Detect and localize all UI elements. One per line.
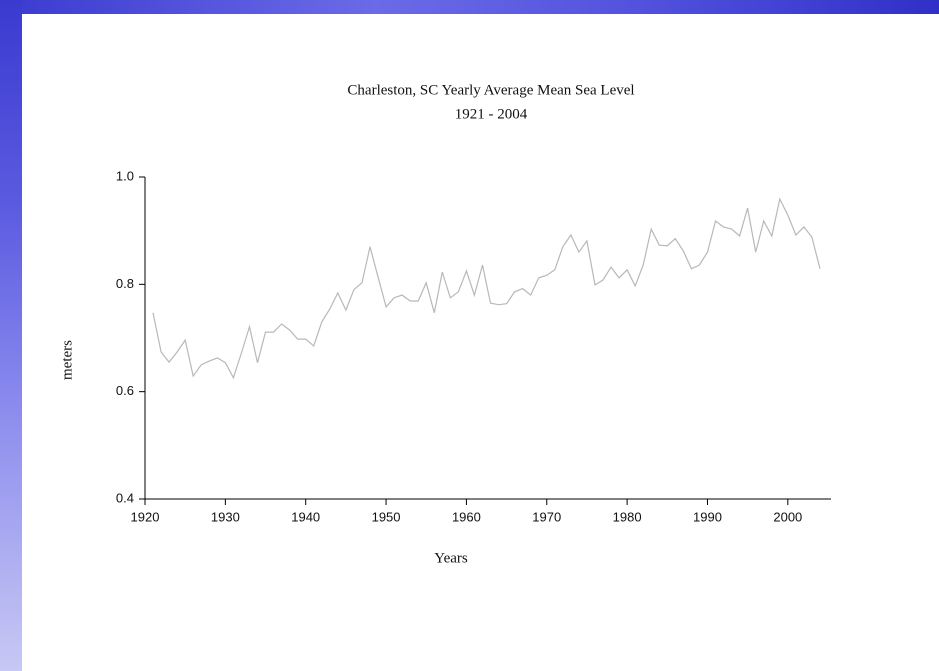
y-tick-label: 0.6 <box>116 383 134 398</box>
y-tick-label: 0.8 <box>116 276 134 291</box>
y-axis-label: meters <box>59 340 75 380</box>
x-tick-label: 1990 <box>693 509 722 524</box>
top-bar <box>0 0 939 14</box>
x-axis-label: Years <box>434 550 468 566</box>
y-tick-label: 1.0 <box>116 168 134 183</box>
x-tick-label: 1920 <box>131 509 160 524</box>
x-tick-label: 1960 <box>452 509 481 524</box>
y-tick-label: 0.4 <box>116 490 134 505</box>
x-tick-label: 1980 <box>613 509 642 524</box>
x-tick-label: 2000 <box>773 509 802 524</box>
data-line <box>152 197 821 380</box>
chart-subtitle: 1921 - 2004 <box>455 106 528 122</box>
chart-title: Charleston, SC Yearly Average Mean Sea L… <box>347 82 634 98</box>
x-tick-label: 1940 <box>291 509 320 524</box>
x-tick-label: 1970 <box>532 509 561 524</box>
x-tick-label: 1930 <box>211 509 240 524</box>
x-tick-label: 1950 <box>372 509 401 524</box>
left-bar <box>0 0 22 671</box>
